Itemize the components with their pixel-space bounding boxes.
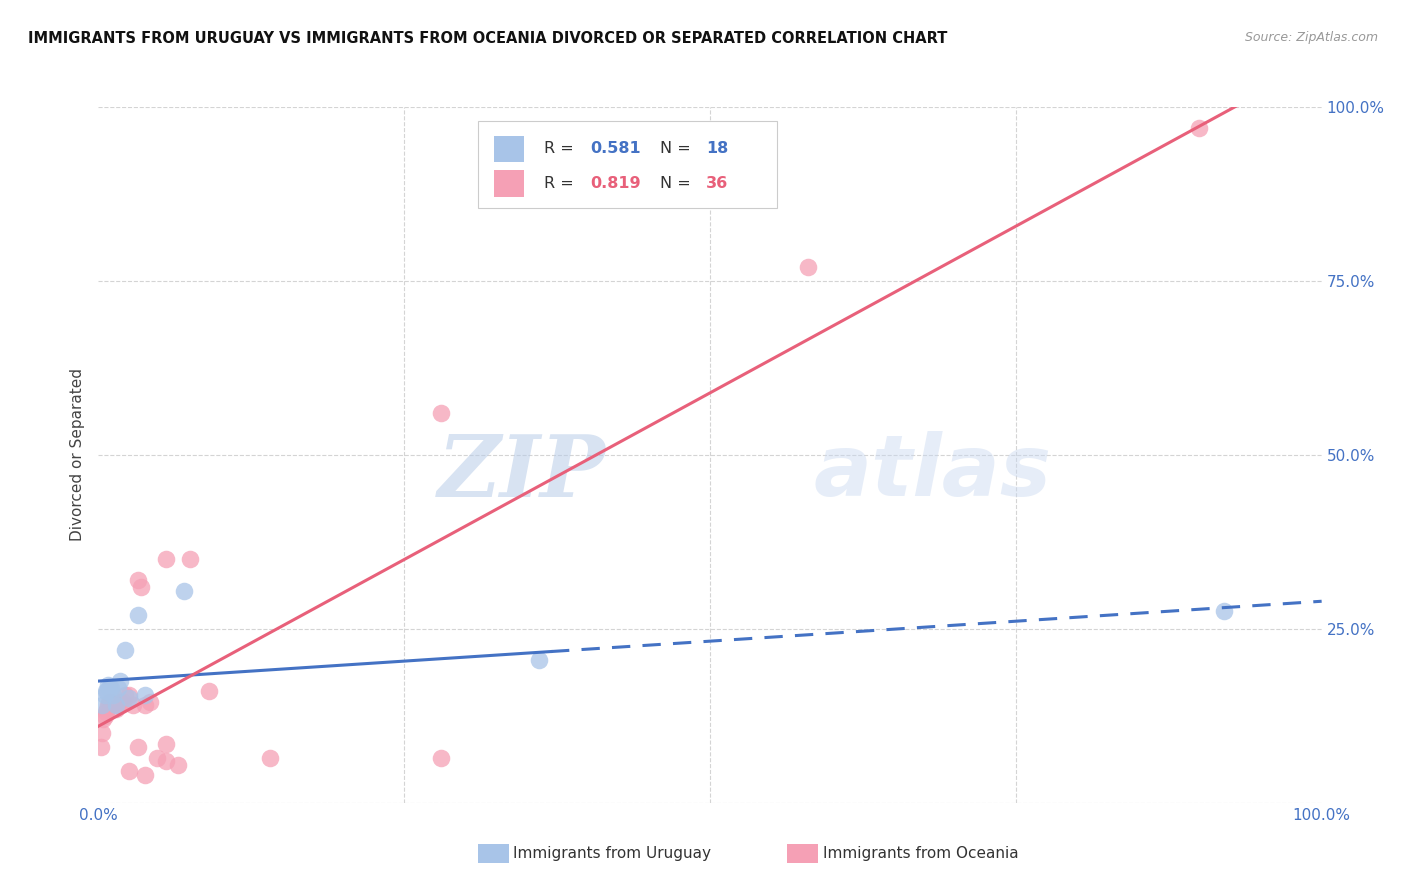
Point (94, 684, 117, 698)
Point (121, 698, 143, 713)
Point (118, 691, 141, 706)
FancyBboxPatch shape (478, 121, 778, 208)
Point (146, 750, 169, 764)
Point (139, 695, 162, 709)
Point (118, 764, 141, 779)
Point (97, 698, 120, 713)
Point (104, 698, 127, 713)
FancyBboxPatch shape (494, 136, 524, 162)
Point (97, 677, 120, 691)
Point (100, 681, 122, 695)
Point (107, 681, 129, 695)
Point (101, 698, 124, 713)
Text: 0.581: 0.581 (591, 141, 641, 156)
Point (107, 698, 129, 713)
Point (111, 695, 134, 709)
Point (259, 750, 281, 764)
Text: N =: N = (659, 141, 696, 156)
Point (134, 698, 156, 713)
Point (91, 712, 114, 726)
Point (127, 740, 149, 755)
Point (100, 695, 122, 709)
Text: Source: ZipAtlas.com: Source: ZipAtlas.com (1244, 31, 1378, 45)
Point (173, 583, 195, 598)
Point (104, 702, 127, 716)
Point (114, 642, 136, 657)
Point (155, 754, 177, 768)
Point (155, 737, 177, 751)
Point (91, 726, 114, 740)
FancyBboxPatch shape (494, 170, 524, 197)
Text: N =: N = (659, 176, 696, 191)
Point (110, 695, 132, 709)
Point (93, 688, 115, 702)
Point (134, 688, 156, 702)
Point (430, 406, 453, 420)
Text: ZIP: ZIP (439, 431, 606, 514)
Point (134, 768, 156, 782)
Y-axis label: Divorced or Separated: Divorced or Separated (70, 368, 86, 541)
Point (155, 552, 177, 566)
Text: 36: 36 (706, 176, 728, 191)
Point (127, 573, 149, 587)
Point (93, 708, 115, 723)
Point (94, 706, 117, 720)
Point (129, 580, 152, 594)
Point (167, 757, 190, 772)
Point (127, 607, 149, 622)
Point (197, 684, 219, 698)
Point (96, 702, 118, 716)
Point (114, 688, 136, 702)
Text: atlas: atlas (814, 431, 1052, 514)
Point (1212, 605, 1234, 619)
Point (797, 260, 820, 274)
Point (96, 684, 118, 698)
Text: IMMIGRANTS FROM URUGUAY VS IMMIGRANTS FROM OCEANIA DIVORCED OR SEPARATED CORRELA: IMMIGRANTS FROM URUGUAY VS IMMIGRANTS FR… (28, 31, 948, 46)
Text: Immigrants from Uruguay: Immigrants from Uruguay (513, 847, 711, 861)
Point (430, 750, 453, 764)
Point (118, 688, 141, 702)
Point (98, 695, 121, 709)
Text: Immigrants from Oceania: Immigrants from Oceania (823, 847, 1018, 861)
Point (101, 688, 124, 702)
Point (527, 653, 550, 667)
Text: 0.819: 0.819 (591, 176, 641, 191)
Point (91, 698, 114, 713)
Point (98, 681, 121, 695)
Text: 18: 18 (706, 141, 728, 156)
Point (1188, 120, 1211, 135)
Text: R =: R = (544, 141, 578, 156)
Text: R =: R = (544, 176, 578, 191)
Point (179, 552, 201, 566)
Point (90, 740, 112, 755)
Point (110, 674, 132, 689)
